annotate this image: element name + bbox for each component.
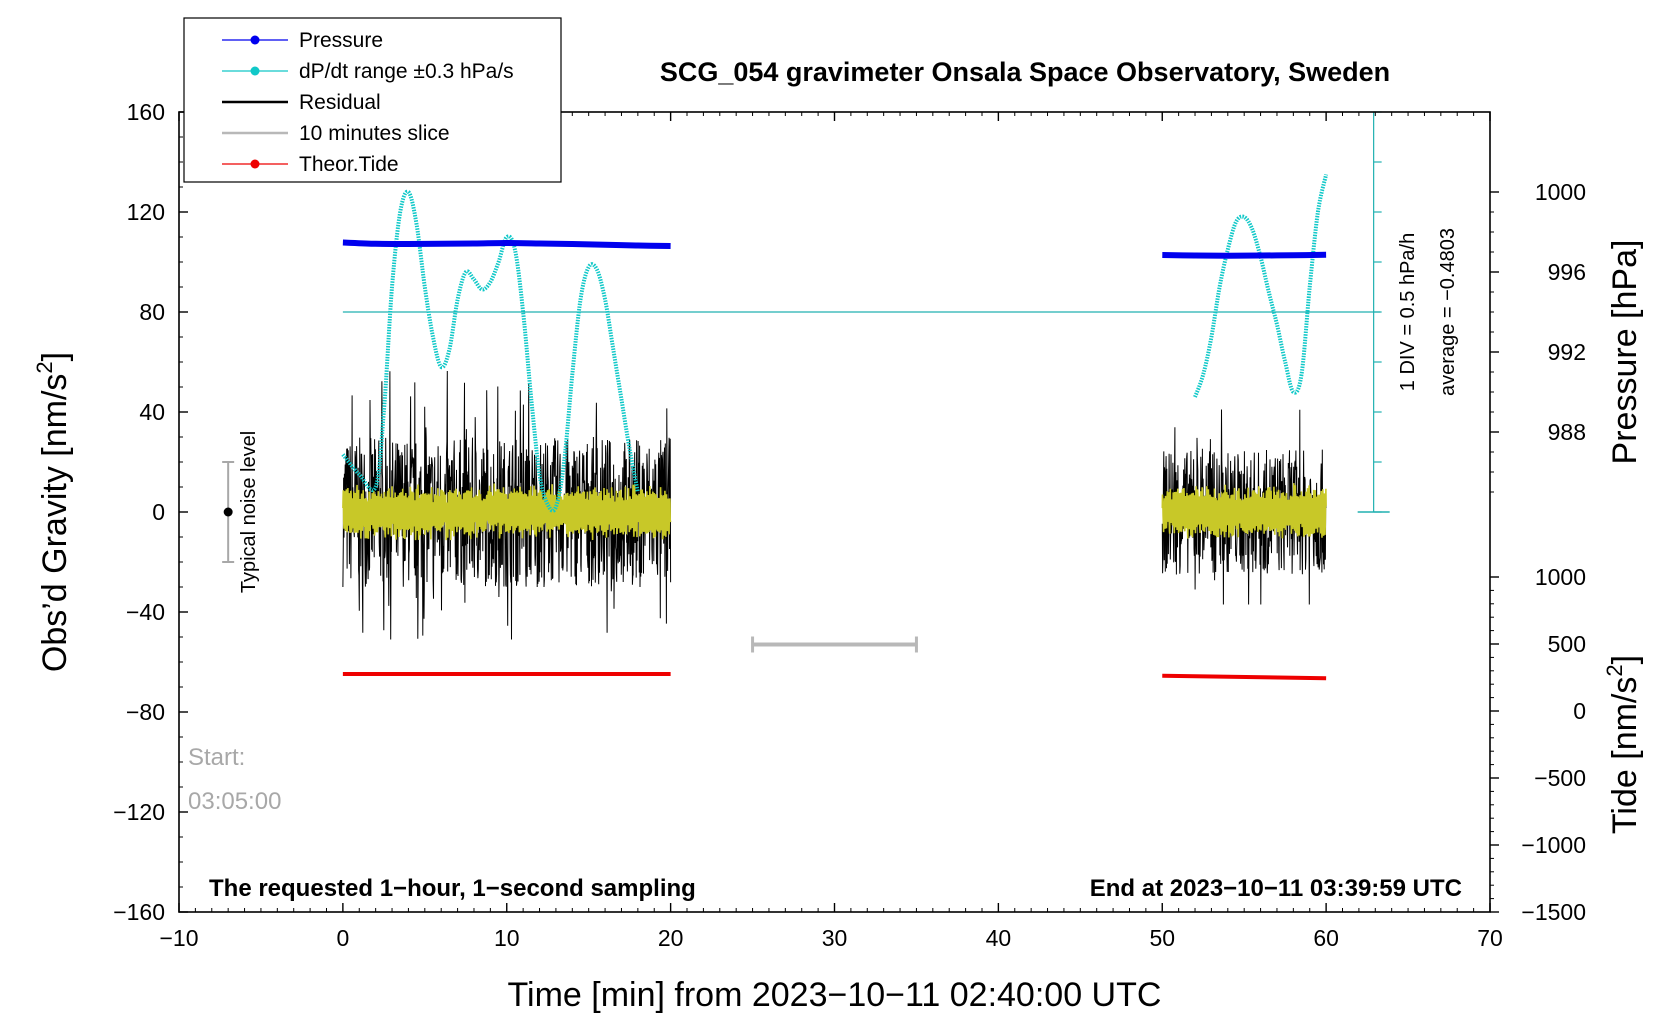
start-time: 03:05:00 — [188, 788, 281, 815]
y-axis-title-end: ] — [36, 352, 74, 361]
legend-marker — [250, 66, 260, 76]
tide-axis-title-end: ] — [1606, 655, 1644, 664]
dpdt-line — [341, 189, 640, 513]
x-tick-label: 50 — [1149, 925, 1175, 951]
sampling-note: The requested 1−hour, 1−second sampling — [209, 875, 696, 902]
tide-tick-label: −1000 — [1521, 832, 1586, 858]
pressure-tick-label: 996 — [1548, 259, 1586, 285]
tide-tick-label: −500 — [1534, 765, 1586, 791]
y-tick-label: 160 — [127, 99, 165, 125]
y-axis-title: Obs’d Gravity [nm/s2] — [32, 352, 74, 672]
y-axis-title-main: Obs’d Gravity [nm/s — [36, 374, 74, 673]
filtered-residual-line — [342, 483, 672, 541]
pressure-axis-title: Pressure [hPa] — [1606, 240, 1644, 465]
pressure-tick-label: 1000 — [1535, 179, 1586, 205]
pressure-tick-label: 988 — [1548, 419, 1586, 445]
legend-entry: dP/dt range ±0.3 hPa/s — [299, 60, 514, 83]
y-tick-label: 120 — [127, 199, 165, 225]
x-tick-label: 10 — [494, 925, 520, 951]
legend-entry: Residual — [299, 91, 381, 114]
legend: Pressure dP/dt range ±0.3 hPa/s Residual 10… — [183, 17, 562, 183]
tide-axis-title-main: Tide [nm/s — [1606, 677, 1644, 834]
x-tick-label: 70 — [1477, 925, 1503, 951]
div-note: 1 DIV = 0.5 hPa/h — [1397, 233, 1419, 391]
tide-tick-label: 1000 — [1535, 564, 1586, 590]
pressure-line — [1162, 251, 1327, 259]
dpdt-line — [1193, 174, 1329, 398]
legend-marker — [250, 35, 260, 45]
x-axis-title: Time [min] from 2023−10−11 02:40:00 UTC — [508, 976, 1162, 1014]
legend-box — [183, 17, 562, 183]
y-tick-label: 40 — [139, 399, 165, 425]
y-tick-label: −80 — [126, 699, 165, 725]
tide-axis-title-superscript: 2 — [1602, 664, 1627, 676]
tide-tick-label: −1500 — [1521, 899, 1586, 925]
y-tick-label: −40 — [126, 599, 165, 625]
plot-area — [222, 111, 1390, 681]
axes: −10 0 10 20 30 40 50 60 70 160 120 80 40 0 −40 −80 −120 −… — [113, 99, 1586, 951]
x-tick-label: −10 — [159, 925, 198, 951]
noise-label: Typical noise level — [238, 431, 260, 593]
y-tick-label: −160 — [113, 899, 165, 925]
chart-title: SCG_054 gravimeter Onsala Space Observat… — [660, 57, 1390, 87]
start-label: Start: — [188, 744, 245, 771]
end-time-note: End at 2023−10−11 03:39:59 UTC — [1090, 875, 1462, 902]
x-tick-label: 0 — [336, 925, 349, 951]
x-tick-label: 30 — [822, 925, 848, 951]
x-tick-label: 40 — [986, 925, 1012, 951]
legend-entry: Pressure — [299, 29, 383, 52]
filtered-residual-line — [1161, 483, 1327, 539]
legend-entry: Theor.Tide — [299, 153, 399, 176]
pressure-tick-label: 992 — [1548, 339, 1586, 365]
x-tick-label: 60 — [1313, 925, 1339, 951]
y-tick-label: −120 — [113, 799, 165, 825]
legend-entry: 10 minutes slice — [299, 122, 450, 145]
tide-axis-title: Tide [nm/s2] — [1602, 655, 1644, 834]
y-tick-label: 80 — [139, 299, 165, 325]
y-axis-title-superscript: 2 — [32, 361, 57, 373]
legend-marker — [250, 159, 260, 169]
pressure-line — [342, 239, 671, 249]
x-tick-label: 20 — [658, 925, 684, 951]
tide-tick-label: 0 — [1573, 698, 1586, 724]
residual-line — [342, 370, 672, 640]
noise-bar-center — [223, 507, 233, 517]
tide-tick-label: 500 — [1548, 631, 1586, 657]
average-note: average = −0.4803 — [1437, 228, 1459, 396]
annotations: Typical noise level Time [min] from 2023−… — [32, 57, 1644, 1014]
tide-line — [1162, 673, 1327, 681]
y-tick-label: 0 — [152, 499, 165, 525]
